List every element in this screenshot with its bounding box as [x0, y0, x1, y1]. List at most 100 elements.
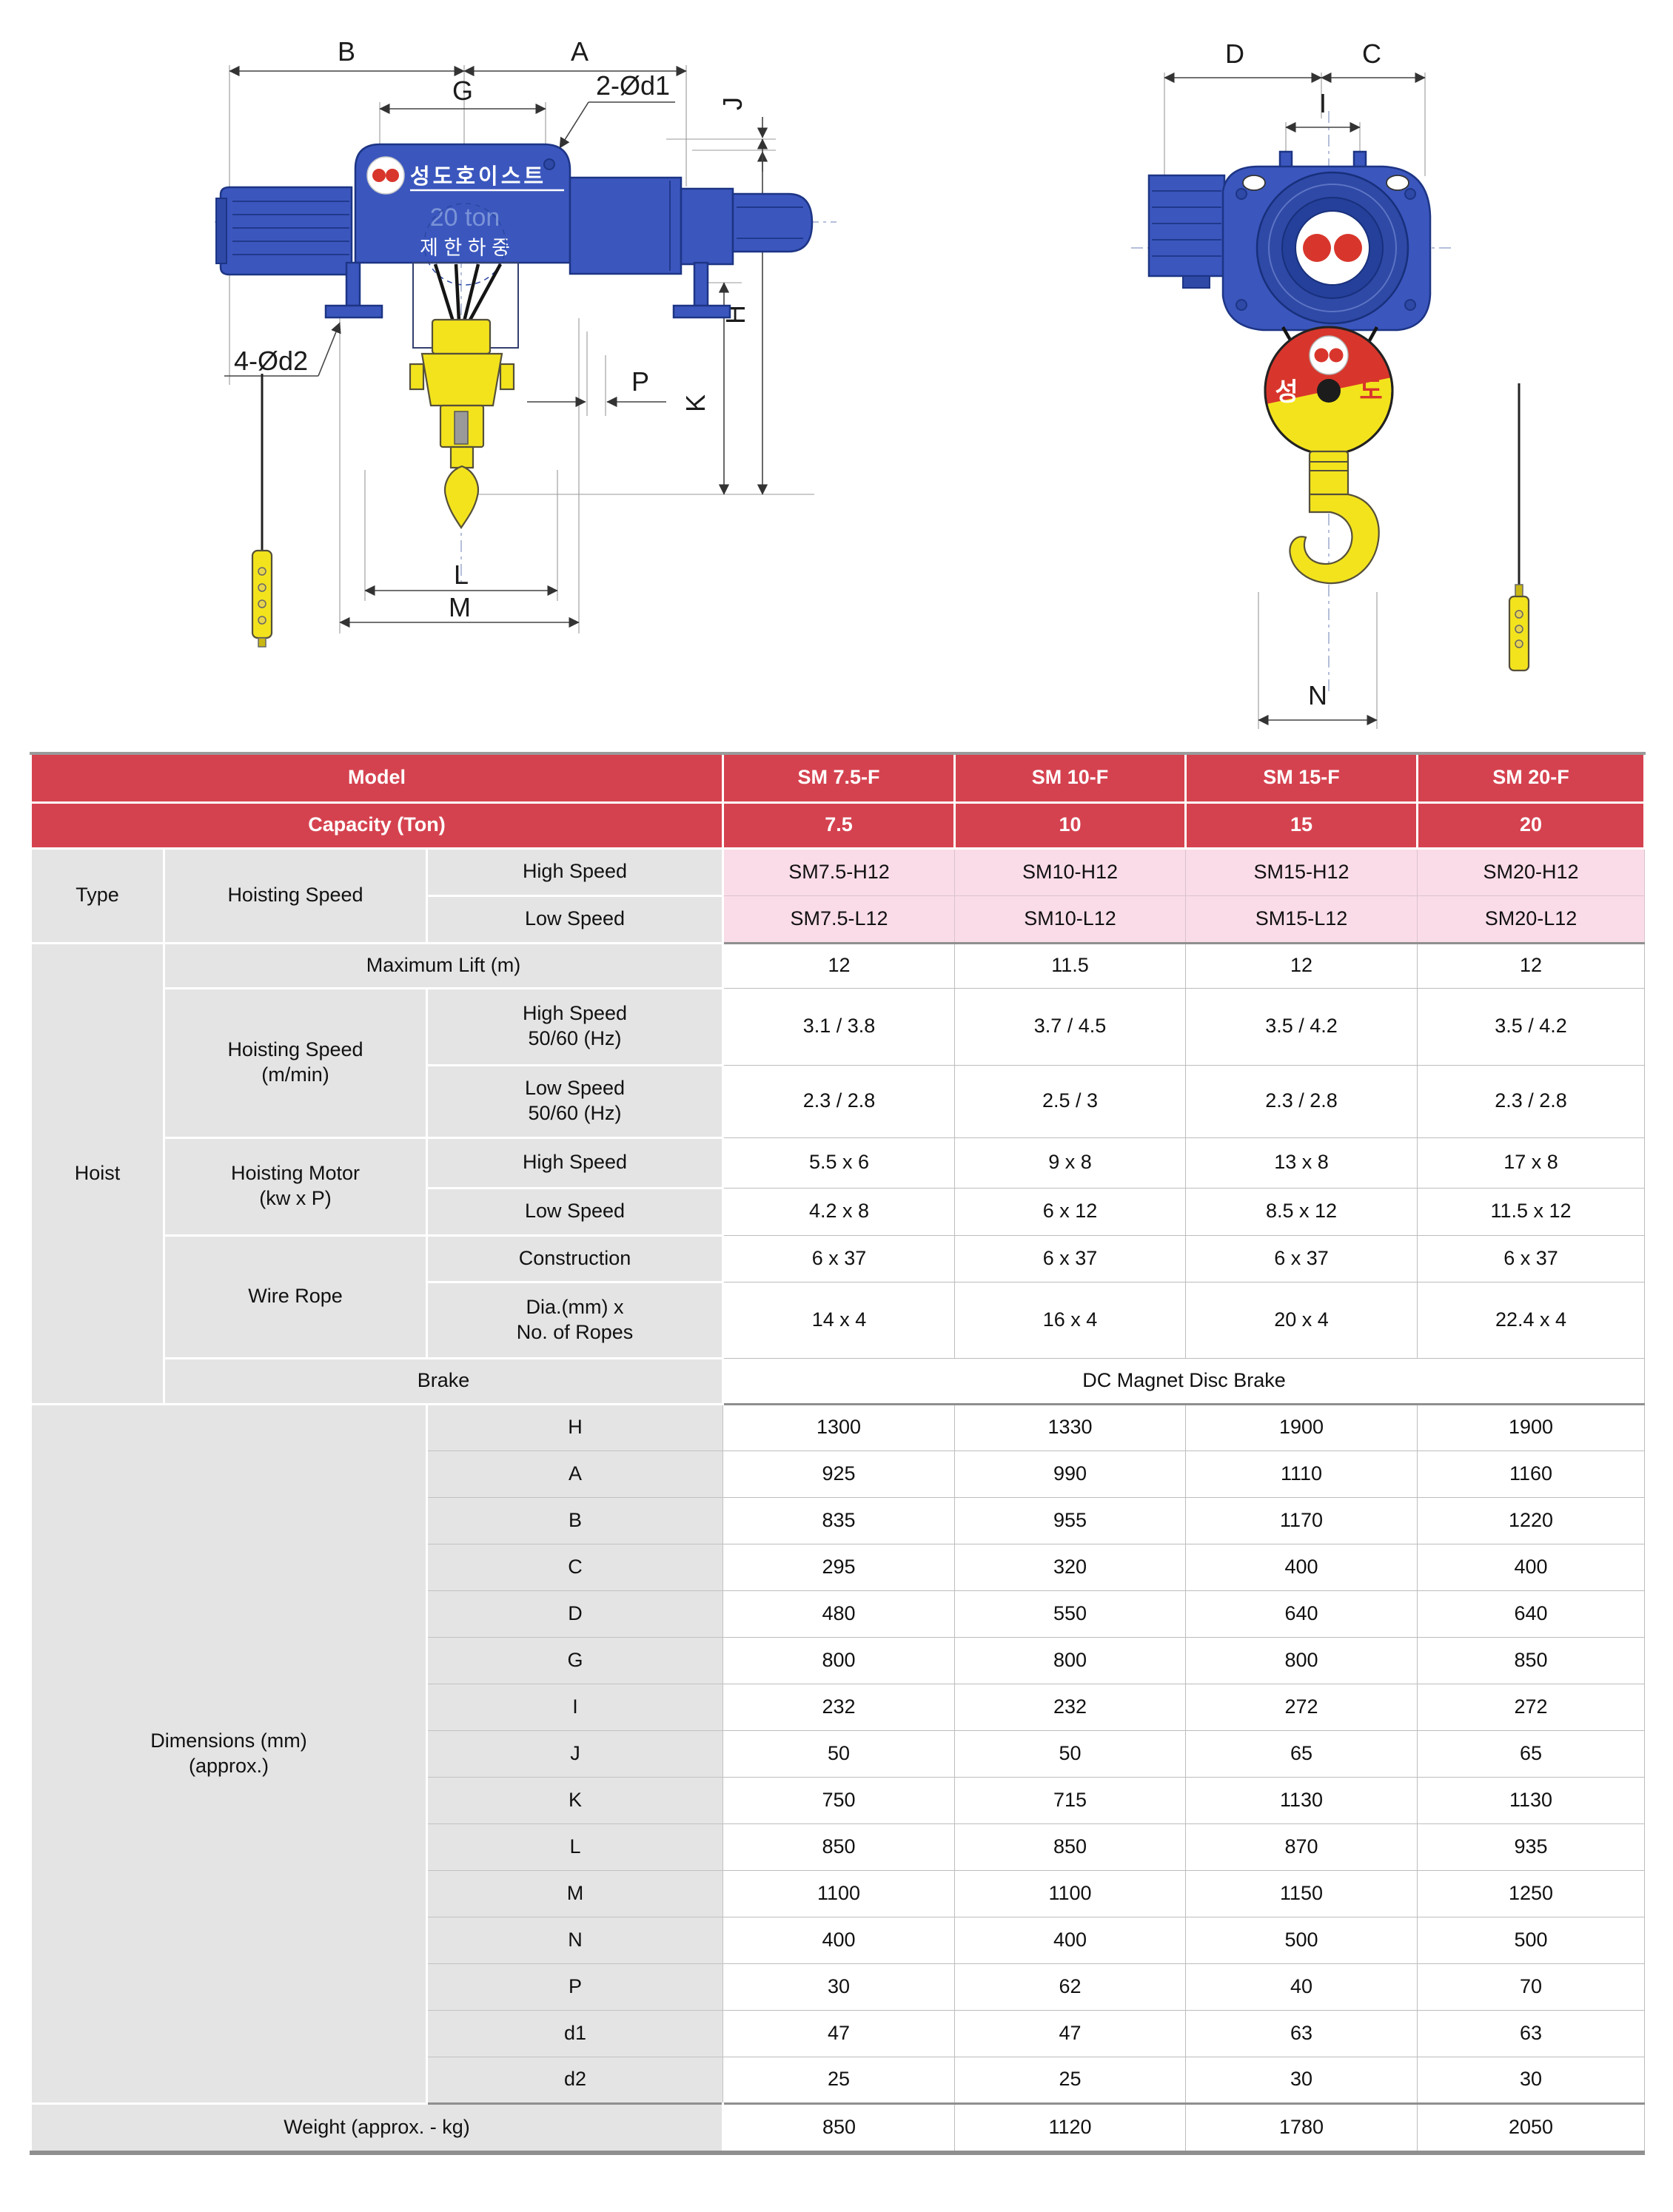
model-row: Model SM 7.5-F SM 10-F SM 15-F SM 20-F — [30, 752, 1646, 804]
dim-label: G — [426, 1636, 723, 1684]
row-label: Low Speed 50/60 (Hz) — [426, 1063, 724, 1139]
dim-value: 1150 — [1185, 1869, 1418, 1917]
dim-value: 1250 — [1417, 1869, 1645, 1917]
spec-value: 11.5 x 12 — [1417, 1187, 1645, 1236]
rope-construction-row: Wire Rope Construction 6 x 37 6 x 37 6 x… — [31, 1234, 1645, 1359]
row-label: High Speed — [426, 847, 724, 897]
capacity-cell: 10 — [953, 801, 1187, 850]
dim-label-A: A — [571, 36, 589, 67]
dim-value: 320 — [954, 1543, 1186, 1591]
brand-text: 성도호이스트 — [410, 164, 546, 189]
spec-value: 2.3 / 2.8 — [1417, 1064, 1645, 1138]
rated-load-text: 제 한 하 중 — [420, 237, 510, 259]
dim-row: D 480 550 640 640 — [31, 1590, 1645, 1638]
dim-label-2-d1: 2-Ød1 — [596, 70, 670, 101]
spec-value: 6 x 37 — [1185, 1234, 1418, 1283]
spec-value: 13 x 8 — [1185, 1137, 1418, 1189]
dim-label-J: J — [717, 97, 748, 110]
weight-value: 1120 — [954, 2102, 1186, 2154]
dim-value: 500 — [1185, 1916, 1418, 1964]
hook-block-end: 성 도 — [1264, 326, 1394, 585]
rope-dia-row: Dia.(mm) x No. of Ropes 14 x 4 16 x 4 20… — [31, 1280, 1645, 1359]
spec-value: 8.5 x 12 — [1185, 1187, 1418, 1236]
dim-label: J — [426, 1729, 723, 1778]
dim-label: A — [426, 1450, 723, 1498]
row-label: Dia.(mm) x No. of Ropes — [426, 1280, 724, 1359]
hook-plate-char-right: 도 — [1359, 377, 1382, 405]
group-label-wire-rope: Wire Rope — [163, 1234, 428, 1359]
row-label: Low Speed — [426, 1186, 724, 1237]
spec-value: 3.5 / 4.2 — [1417, 987, 1645, 1066]
dim-label: I — [426, 1683, 723, 1731]
pendant-controller — [251, 374, 273, 648]
motor-high-row: Hoisting Motor (kw x P) High Speed 5.5 x… — [31, 1136, 1645, 1237]
spec-value: 2.5 / 3 — [954, 1064, 1186, 1138]
dim-value: 1900 — [1185, 1402, 1418, 1451]
dim-label-4-d2: 4-Ød2 — [234, 346, 308, 376]
spec-value: 20 x 4 — [1185, 1281, 1418, 1359]
dim-row: L 850 850 870 935 — [31, 1823, 1645, 1871]
row-label: Construction — [426, 1234, 724, 1283]
weight-label: Weight (approx. - kg) — [30, 2102, 724, 2154]
capacity-text: 20 ton — [430, 204, 500, 232]
model-header: Model — [30, 752, 724, 804]
dim-value: 800 — [1185, 1636, 1418, 1684]
dim-value: 715 — [954, 1776, 1186, 1824]
dim-value: 925 — [722, 1450, 955, 1498]
dim-label: N — [426, 1916, 723, 1964]
dim-label-M: M — [449, 592, 471, 622]
dim-value: 63 — [1185, 2009, 1418, 2057]
dim-value: 1130 — [1185, 1776, 1418, 1824]
bolt-icon — [1386, 175, 1409, 191]
hoist-body-end — [1147, 150, 1432, 346]
group-label-type: Type — [30, 847, 165, 944]
hoist-body-side: 성도호이스트 20 ton 제 한 하 중 — [215, 143, 814, 349]
dim-row: N 400 400 500 500 — [31, 1916, 1645, 1964]
capacity-header: Capacity (Ton) — [30, 801, 724, 850]
dim-label-G: G — [452, 75, 473, 106]
dim-row: G 800 800 800 850 — [31, 1636, 1645, 1684]
dim-row: d1 47 47 63 63 — [31, 2009, 1645, 2057]
weight-value: 850 — [722, 2102, 955, 2154]
dim-value: 25 — [722, 2056, 955, 2104]
brand-logo-dot — [386, 169, 399, 182]
dim-label: D — [426, 1590, 723, 1638]
dim-label: B — [426, 1496, 723, 1544]
spec-value: 12 — [1417, 941, 1645, 989]
dim-value: 272 — [1185, 1683, 1418, 1731]
spec-value: SM20-H12 — [1417, 847, 1645, 896]
dim-label-K: K — [680, 394, 711, 412]
dim-label-L: L — [454, 559, 469, 590]
model-cell: SM 10-F — [953, 752, 1187, 804]
dim-value: 25 — [954, 2056, 1186, 2104]
dim-label-C: C — [1362, 38, 1381, 69]
dim-label-D: D — [1225, 38, 1244, 69]
dim-label: L — [426, 1823, 723, 1871]
spec-value: SM7.5-H12 — [722, 847, 955, 896]
dim-value: 47 — [722, 2009, 955, 2057]
d1-hole-icon — [543, 158, 555, 170]
model-cell: SM 7.5-F — [722, 752, 956, 804]
hoist-end-view: D C I N — [1131, 38, 1530, 729]
hoist-side-view: B A G 2-Ød1 J H K P L M 4-Ød2 — [215, 36, 836, 648]
dim-value: 850 — [722, 1823, 955, 1871]
dim-value: 400 — [1417, 1543, 1645, 1591]
dim-label-B: B — [338, 36, 355, 67]
dim-value: 835 — [722, 1496, 955, 1544]
bolt-icon — [1242, 175, 1266, 191]
dim-label: M — [426, 1869, 723, 1917]
dim-value: 990 — [954, 1450, 1186, 1498]
dim-value: 30 — [722, 1963, 955, 2011]
hook-plate-char-left: 성 — [1275, 378, 1298, 406]
capacity-row: Capacity (Ton) 7.5 10 15 20 — [30, 801, 1646, 850]
group-label-dimensions: Dimensions (mm) (approx.) — [30, 1402, 428, 2105]
spec-value: SM7.5-L12 — [722, 895, 955, 944]
row-label: Low Speed — [426, 894, 724, 944]
spec-value: 2.3 / 2.8 — [1185, 1064, 1418, 1138]
dim-value: 935 — [1417, 1823, 1645, 1871]
dim-value: 955 — [954, 1496, 1186, 1544]
dim-value: 870 — [1185, 1823, 1418, 1871]
spec-value: 17 x 8 — [1417, 1137, 1645, 1189]
dim-value: 640 — [1417, 1590, 1645, 1638]
dim-value: 232 — [722, 1683, 955, 1731]
